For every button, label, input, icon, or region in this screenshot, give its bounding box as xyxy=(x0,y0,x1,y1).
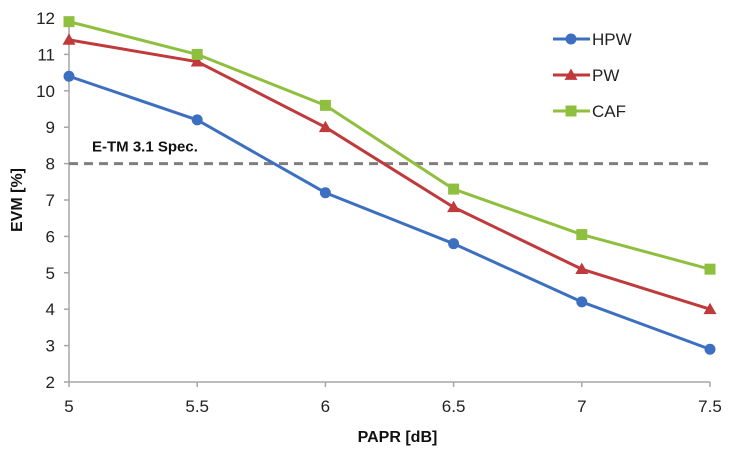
x-tick-label: 7 xyxy=(577,397,586,416)
data-point-pw xyxy=(575,262,589,275)
y-tick-label: 10 xyxy=(36,82,55,101)
x-ticks: 5 5.5 6 6.5 7 7.5 xyxy=(64,382,722,416)
y-tick-label: 6 xyxy=(46,227,55,246)
y-tick-label: 9 xyxy=(46,118,55,137)
y-tick-label: 2 xyxy=(46,373,55,392)
legend: HPW PW CAF xyxy=(553,30,632,121)
series-caf xyxy=(63,16,716,275)
data-point-caf xyxy=(704,263,716,275)
data-point-hpw xyxy=(319,187,331,199)
x-axis-title: PAPR [dB] xyxy=(358,429,438,446)
series-hpw xyxy=(63,70,716,355)
series-pw xyxy=(62,33,717,315)
data-point-pw xyxy=(318,120,332,133)
legend-item-pw: PW xyxy=(553,66,619,85)
x-tick-label: 6 xyxy=(321,397,330,416)
data-point-hpw xyxy=(576,296,588,308)
series-line-pw xyxy=(68,38,711,311)
data-point-hpw xyxy=(448,238,460,250)
spec-reference-label: E-TM 3.1 Spec. xyxy=(92,139,198,156)
data-point-pw xyxy=(447,200,461,213)
y-tick-label: 12 xyxy=(36,9,55,28)
series-group xyxy=(62,16,717,355)
y-tick-label: 3 xyxy=(46,337,55,356)
data-point-caf xyxy=(576,229,588,241)
series-line-caf xyxy=(68,20,711,271)
legend-label: CAF xyxy=(592,102,626,121)
legend-item-caf: CAF xyxy=(553,102,626,121)
x-tick-label: 5 xyxy=(64,397,73,416)
reference-line-group: E-TM 3.1 Spec. xyxy=(69,139,710,166)
legend-marker-triangle-icon xyxy=(564,68,578,80)
data-point-hpw xyxy=(63,70,75,82)
legend-label: HPW xyxy=(592,30,632,49)
data-point-caf xyxy=(63,16,75,28)
data-point-caf xyxy=(448,183,460,195)
x-tick-label: 7.5 xyxy=(698,397,722,416)
y-tick-label: 5 xyxy=(46,264,55,283)
y-ticks: 2 3 4 5 6 7 8 9 10 11 12 xyxy=(36,9,69,392)
data-point-pw xyxy=(703,302,717,315)
legend-item-hpw: HPW xyxy=(553,30,632,49)
y-tick-label: 11 xyxy=(37,45,55,64)
data-point-caf xyxy=(191,48,203,60)
y-tick-label: 4 xyxy=(46,300,55,319)
data-point-hpw xyxy=(704,343,716,355)
y-tick-label: 8 xyxy=(46,155,55,174)
data-point-pw xyxy=(190,55,204,67)
y-axis-title: EVM [%] xyxy=(9,168,26,232)
x-tick-label: 6.5 xyxy=(442,397,466,416)
data-point-hpw xyxy=(191,114,203,126)
x-tick-label: 5.5 xyxy=(185,397,209,416)
legend-label: PW xyxy=(592,66,619,85)
series-line-hpw xyxy=(68,74,711,351)
y-tick-label: 7 xyxy=(46,191,55,210)
legend-marker-square-icon xyxy=(565,105,577,117)
data-point-pw xyxy=(62,33,76,45)
legend-marker-circle-icon xyxy=(565,33,577,45)
data-point-caf xyxy=(319,99,331,111)
